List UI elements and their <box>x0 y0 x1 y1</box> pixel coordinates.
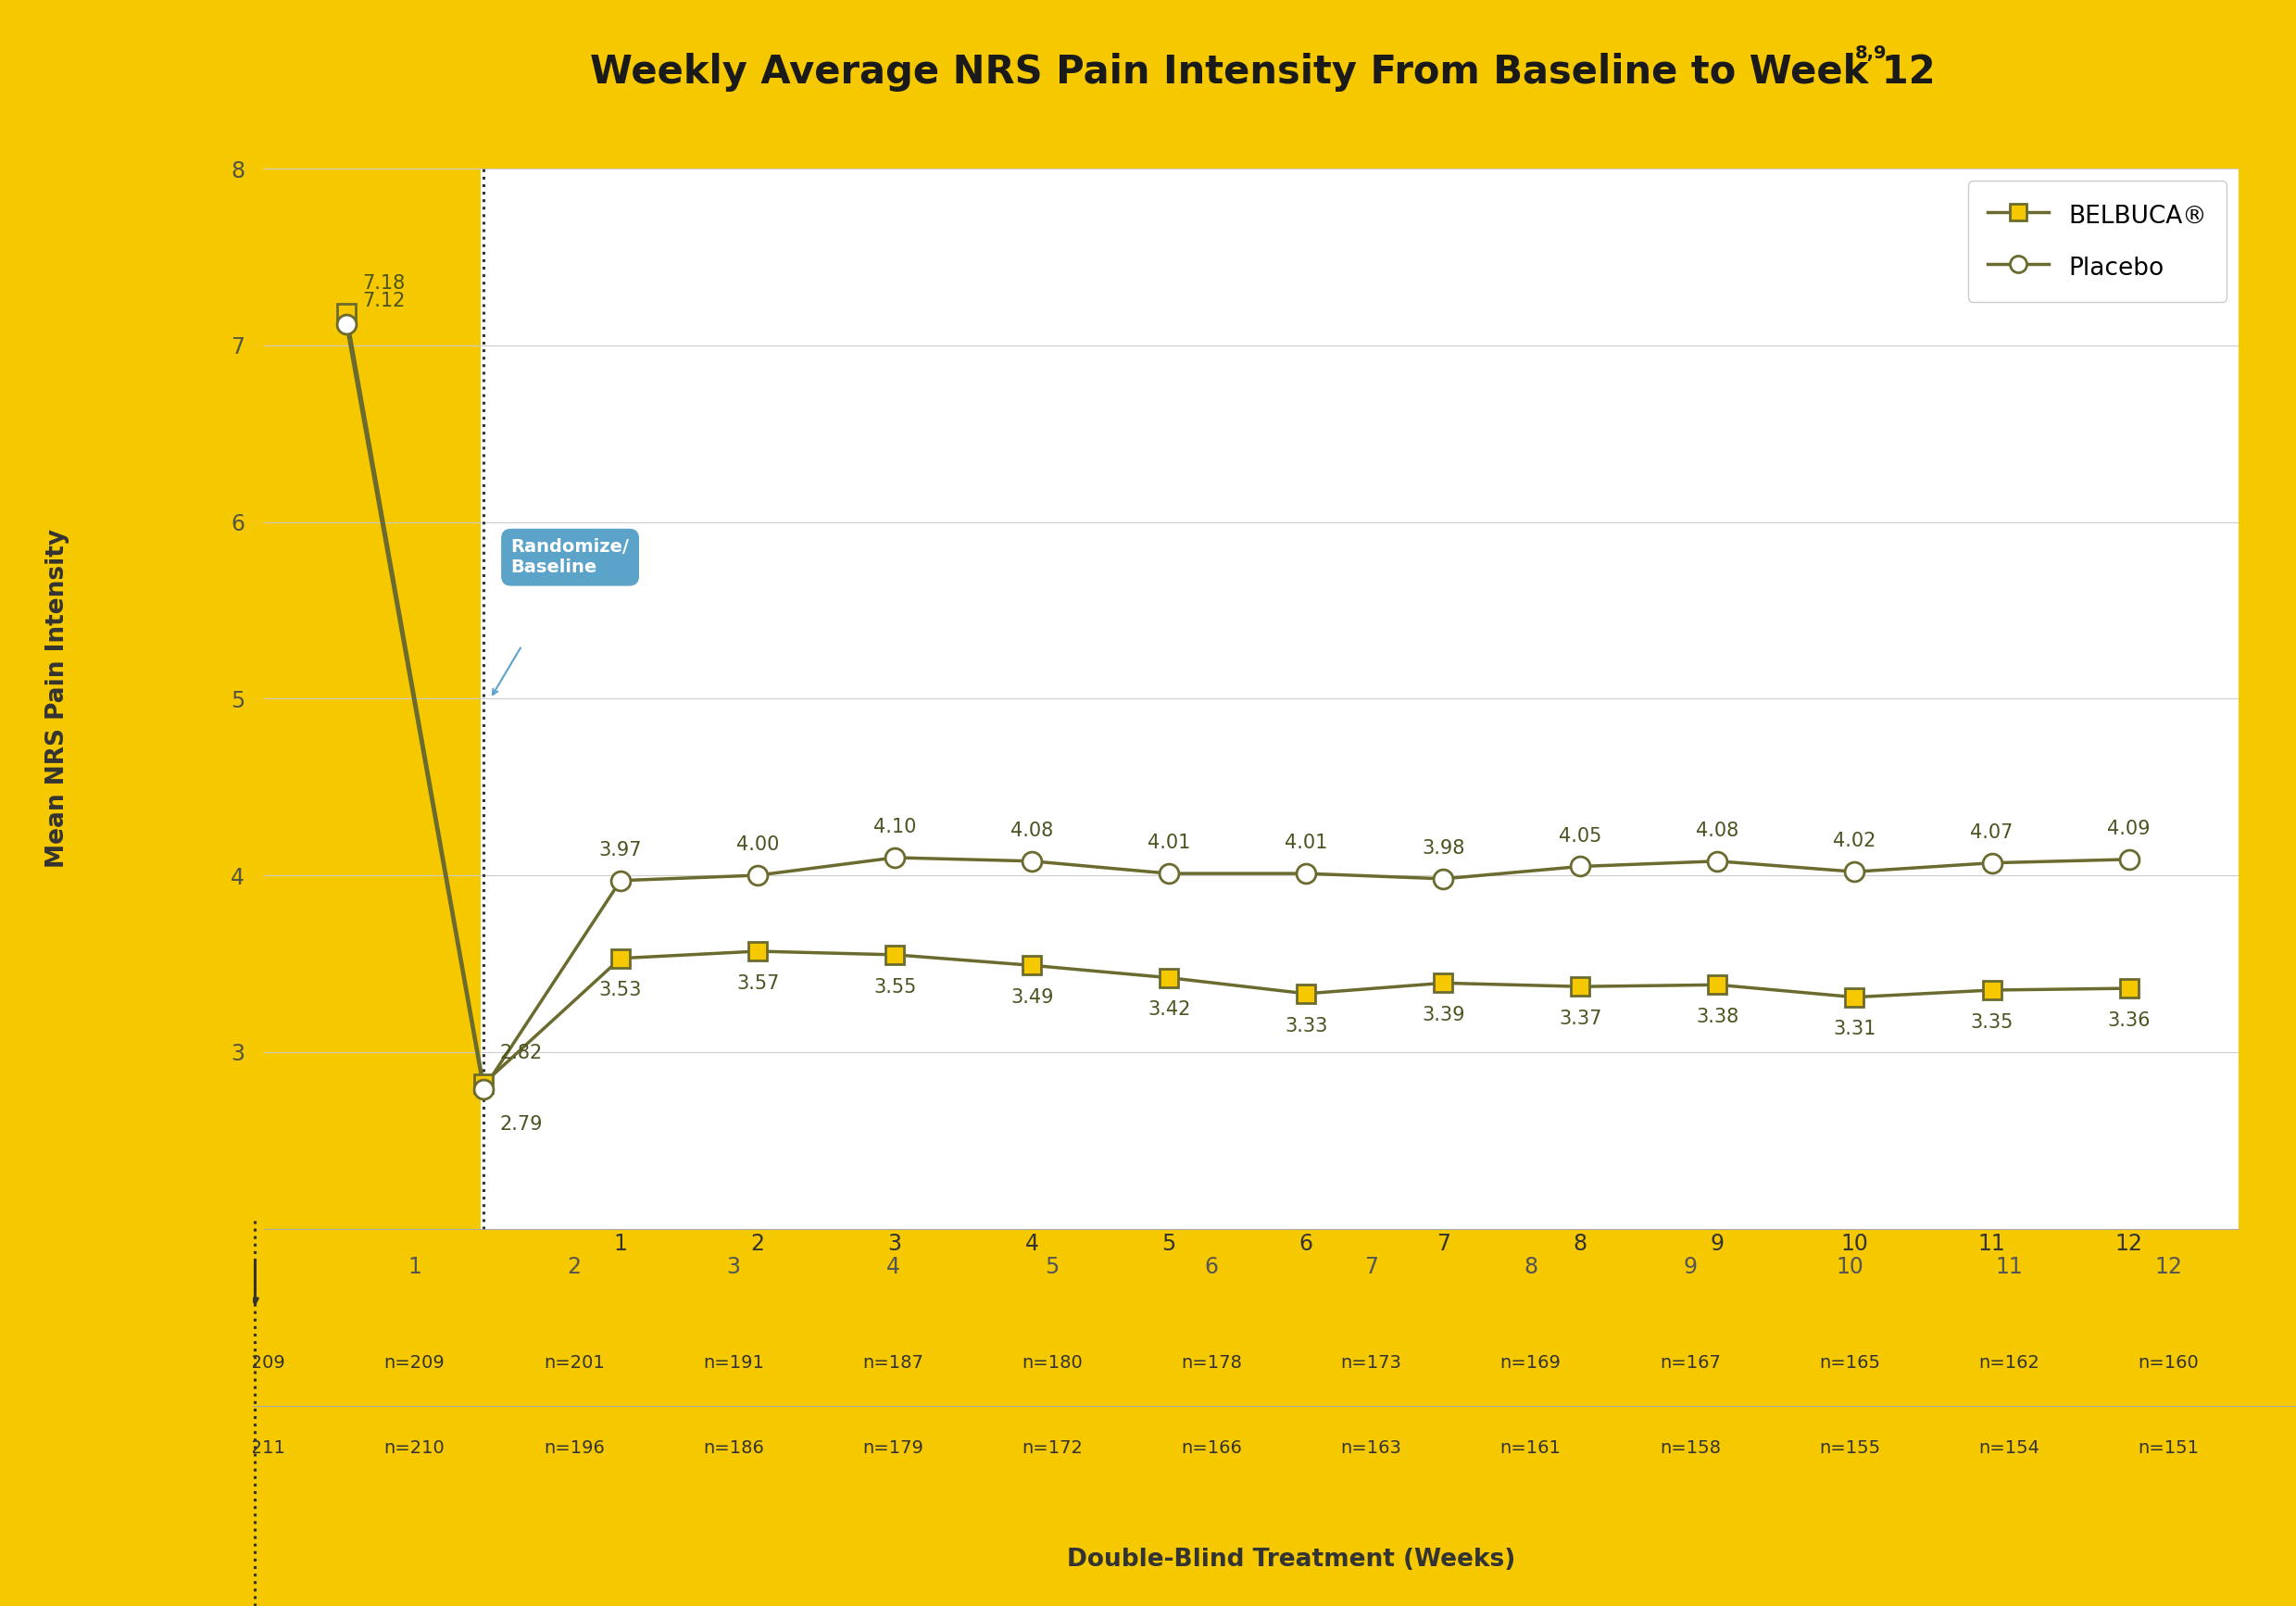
Text: 3.98: 3.98 <box>1421 838 1465 858</box>
Text: Weekly Average NRS Pain Intensity From Baseline to Week 12: Weekly Average NRS Pain Intensity From B… <box>590 53 1936 92</box>
Text: 7.12: 7.12 <box>363 291 406 310</box>
Text: n=151: n=151 <box>2138 1439 2200 1457</box>
Text: 8,9: 8,9 <box>1855 45 1887 61</box>
Text: 4.09: 4.09 <box>2108 819 2151 838</box>
Text: n=155: n=155 <box>1818 1439 1880 1457</box>
Text: 3.49: 3.49 <box>1010 988 1054 1007</box>
Text: Mean NRS Pain Intensity: Mean NRS Pain Intensity <box>46 528 69 869</box>
Text: n=196: n=196 <box>544 1439 604 1457</box>
Text: 4.10: 4.10 <box>872 817 916 837</box>
Bar <box>7 1425 113 1460</box>
Text: n=210: n=210 <box>383 1439 445 1457</box>
Text: n=186: n=186 <box>703 1439 765 1457</box>
Text: n=162: n=162 <box>1979 1354 2039 1372</box>
Text: 2.82: 2.82 <box>501 1044 542 1063</box>
Text: n=187: n=187 <box>863 1354 923 1372</box>
Text: n=161: n=161 <box>1499 1439 1561 1457</box>
Text: 8: 8 <box>1525 1256 1538 1278</box>
Text: 4.01: 4.01 <box>1148 834 1192 853</box>
Text: n=209: n=209 <box>225 1354 285 1372</box>
Text: 4.08: 4.08 <box>1010 821 1054 840</box>
Text: Double-Blind Treatment (Weeks): Double-Blind Treatment (Weeks) <box>1068 1548 1515 1572</box>
Text: 3.33: 3.33 <box>1286 1017 1327 1036</box>
Text: 3.36: 3.36 <box>2108 1012 2151 1029</box>
Text: 5: 5 <box>1045 1256 1058 1278</box>
Text: 3.37: 3.37 <box>1559 1010 1603 1028</box>
Text: n=165: n=165 <box>1818 1354 1880 1372</box>
Text: 1: 1 <box>409 1256 422 1278</box>
Text: 3.57: 3.57 <box>737 975 778 993</box>
Text: 4.00: 4.00 <box>737 835 778 854</box>
Text: 11: 11 <box>1995 1256 2023 1278</box>
Text: 4: 4 <box>886 1256 900 1278</box>
Text: n=211: n=211 <box>64 1439 126 1457</box>
Text: 3.31: 3.31 <box>1832 1020 1876 1039</box>
Text: n=154: n=154 <box>1979 1439 2039 1457</box>
Text: 3.55: 3.55 <box>872 978 916 996</box>
Text: n=172: n=172 <box>1022 1439 1084 1457</box>
Text: 4.05: 4.05 <box>1559 827 1603 845</box>
Text: n=160: n=160 <box>2138 1354 2200 1372</box>
Text: 12: 12 <box>2154 1256 2181 1278</box>
Text: 3.39: 3.39 <box>1421 1005 1465 1025</box>
Text: 2: 2 <box>567 1256 581 1278</box>
Text: n=180: n=180 <box>1022 1354 1084 1372</box>
Text: n=209: n=209 <box>64 1354 126 1372</box>
Text: 2.79: 2.79 <box>501 1116 542 1134</box>
Text: 9: 9 <box>1683 1256 1697 1278</box>
Bar <box>7 1339 113 1375</box>
Text: Randomize/
Baseline: Randomize/ Baseline <box>512 538 629 577</box>
Text: 3.38: 3.38 <box>1697 1009 1738 1026</box>
Text: n=211: n=211 <box>225 1439 285 1457</box>
Text: 4.08: 4.08 <box>1697 821 1738 840</box>
Text: 3.97: 3.97 <box>599 842 643 859</box>
Text: n=179: n=179 <box>863 1439 923 1457</box>
Text: 7.18: 7.18 <box>363 273 406 292</box>
Bar <box>264 169 480 1229</box>
Text: n=191: n=191 <box>703 1354 765 1372</box>
Text: n=169: n=169 <box>1499 1354 1561 1372</box>
Text: 4.02: 4.02 <box>1832 832 1876 851</box>
Text: n=173: n=173 <box>1341 1354 1403 1372</box>
Text: n=201: n=201 <box>544 1354 604 1372</box>
Text: 3.53: 3.53 <box>599 981 643 1001</box>
Text: 3.35: 3.35 <box>1970 1013 2014 1031</box>
Text: 3.42: 3.42 <box>1148 1001 1192 1020</box>
Text: n=178: n=178 <box>1180 1354 1242 1372</box>
Text: n=166: n=166 <box>1180 1439 1242 1457</box>
Legend: BELBUCA®, Placebo: BELBUCA®, Placebo <box>1968 181 2227 302</box>
Text: Open-Label
Titration: Open-Label Titration <box>69 1540 186 1579</box>
Text: 4.01: 4.01 <box>1286 834 1327 853</box>
Text: n=163: n=163 <box>1341 1439 1403 1457</box>
Text: n=158: n=158 <box>1660 1439 1720 1457</box>
Text: 7: 7 <box>1364 1256 1378 1278</box>
Text: n=167: n=167 <box>1660 1354 1720 1372</box>
Text: 4.07: 4.07 <box>1970 824 2014 842</box>
Text: n=209: n=209 <box>383 1354 445 1372</box>
Text: 10: 10 <box>1837 1256 1864 1278</box>
Text: 6: 6 <box>1205 1256 1219 1278</box>
Text: 3: 3 <box>726 1256 739 1278</box>
